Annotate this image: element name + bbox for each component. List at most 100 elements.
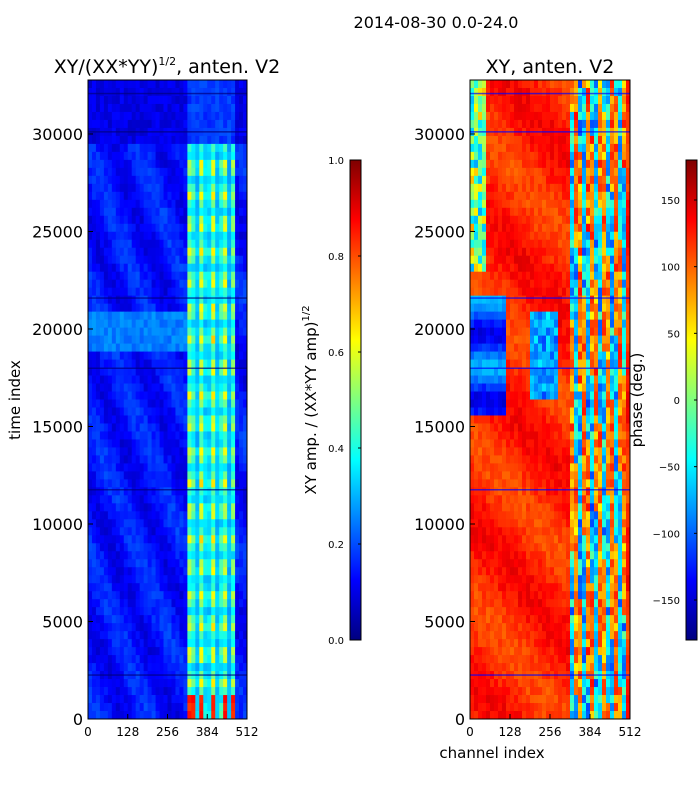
panel1-cell — [163, 119, 168, 129]
panel1-cell — [227, 423, 232, 432]
panel1-cell — [111, 375, 117, 384]
panel2-cell — [518, 399, 523, 408]
panel2-cell — [546, 359, 551, 368]
panel1-cell — [211, 615, 216, 624]
panel1-cell — [163, 575, 168, 584]
panel1-cell — [103, 367, 109, 376]
panel2-cell — [506, 167, 511, 177]
panel1-cell — [203, 223, 208, 233]
panel2-cell — [602, 383, 607, 392]
panel2-cell — [530, 415, 535, 424]
panel1-cell — [143, 351, 149, 360]
panel2-cell — [542, 303, 547, 313]
panel1-cell — [107, 319, 113, 329]
panel2-cell — [470, 407, 475, 416]
panel2-cell — [482, 223, 487, 233]
panel2-cell — [626, 327, 630, 336]
panel2-cell — [626, 239, 630, 249]
panel1-cell — [171, 215, 176, 225]
panel2-cell — [518, 111, 523, 121]
panel2-cell — [550, 143, 555, 153]
panel1-cell — [219, 679, 224, 688]
panel1-cell — [167, 231, 172, 241]
panel2-cell — [626, 271, 630, 281]
panel2-cell — [470, 223, 475, 233]
panel2-cell — [514, 383, 519, 392]
panel2-cell — [550, 175, 555, 185]
panel1-cell — [103, 463, 109, 472]
panel1-cell — [175, 623, 180, 632]
panel1-cell — [159, 575, 164, 584]
panel2-cell — [518, 359, 523, 368]
panel1-cell — [227, 455, 232, 464]
panel1-cell — [115, 327, 121, 336]
panel1-cell — [131, 167, 137, 177]
panel1-cell — [235, 135, 240, 145]
panel1-cell — [91, 407, 97, 416]
panel2-cell — [554, 359, 559, 368]
panel2-cell — [566, 175, 571, 185]
panel1-cell — [219, 423, 224, 432]
panel2-cell — [518, 215, 523, 225]
panel2-cell — [554, 199, 559, 209]
panel2-cell — [482, 351, 487, 360]
panel1-cell — [239, 279, 244, 289]
panel1-cell — [99, 399, 105, 408]
panel2-cell — [522, 103, 527, 113]
panel1-cell — [99, 247, 105, 257]
panel2-cell — [534, 247, 539, 257]
panel1-cell — [239, 431, 244, 440]
panel1-cell — [123, 151, 129, 161]
panel2-cell — [626, 415, 630, 424]
panel1-cell — [88, 543, 93, 552]
panel1-cell — [147, 175, 153, 185]
panel1-cell — [227, 367, 232, 376]
panel2-cell — [618, 335, 623, 344]
panel1-cell — [215, 80, 220, 89]
panel2-cell — [514, 80, 519, 89]
panel1-cell — [231, 383, 236, 392]
panel2-cell — [534, 351, 539, 360]
panel1-cell — [131, 407, 137, 416]
panel1-cell — [88, 639, 93, 648]
panel2-cell — [502, 199, 507, 209]
panel2-cell — [506, 135, 511, 145]
panel2-cell — [586, 111, 591, 121]
panel2-cell — [626, 279, 630, 289]
panel2-cell — [542, 175, 547, 185]
panel2-cell — [518, 255, 523, 265]
panel1-cell — [171, 631, 176, 640]
panel1-cell — [187, 311, 192, 321]
panel1-cell — [187, 655, 192, 664]
panel1-cell — [207, 639, 212, 648]
panel1-cell — [111, 311, 117, 321]
panel1-cell — [235, 279, 240, 289]
panel1-cell — [123, 175, 129, 185]
panel1-cell — [115, 295, 121, 305]
panel1-cell — [171, 471, 176, 480]
panel2-cell — [474, 207, 479, 217]
panel1-cell — [103, 631, 109, 640]
panel1-cell — [151, 511, 156, 520]
panel2-cell — [514, 151, 519, 161]
panel1-cell — [107, 271, 113, 281]
panel2-cell — [482, 151, 487, 161]
panel2-cell — [514, 143, 519, 153]
panel2-cell — [506, 375, 511, 384]
panel1-cell — [223, 567, 228, 576]
panel2-cell — [622, 111, 627, 121]
panel2-cell — [534, 80, 539, 89]
panel1-cell — [151, 551, 156, 560]
panel1-cell — [167, 527, 172, 536]
panel1-cell — [179, 623, 184, 632]
panel1-cell — [211, 607, 216, 616]
panel1-cell — [227, 647, 232, 656]
panel1-cell — [235, 231, 240, 241]
panel1-cell — [163, 615, 168, 624]
panel1-cell — [123, 471, 129, 480]
panel2-cell — [574, 343, 579, 352]
panel1-cell — [103, 191, 109, 201]
panel2-cell — [498, 327, 503, 336]
panel2-cell — [570, 399, 575, 408]
panel1-cell — [99, 551, 105, 560]
